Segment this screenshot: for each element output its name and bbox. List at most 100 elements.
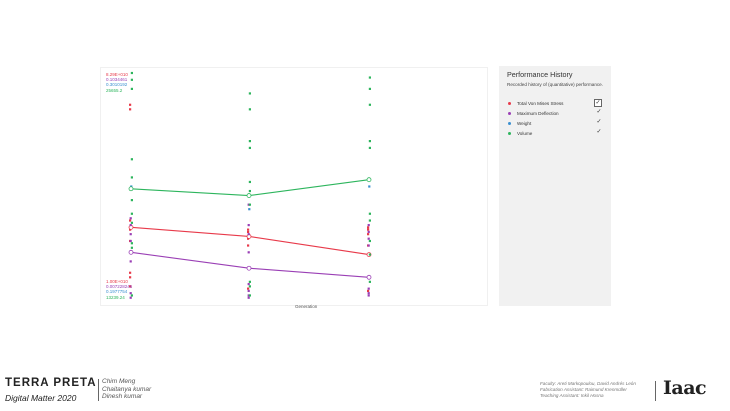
- maximum-deflection-line: [130, 251, 370, 278]
- history-subtitle: Recorded history of (quantitative) perfo…: [507, 82, 604, 87]
- legend-label: Total Von Mises Stress: [517, 100, 564, 106]
- credits-divider: [655, 381, 656, 401]
- volume-point: [368, 239, 371, 243]
- total-von-mises-stress-point: [247, 237, 250, 240]
- total-von-mises-stress-point: [247, 228, 250, 231]
- volume-point: [368, 140, 371, 143]
- brand-subtitle: Digital Matter 2020: [5, 393, 77, 403]
- maximum-deflection-point: [247, 233, 250, 236]
- volume-point: [248, 108, 251, 111]
- maximum-deflection-point: [247, 203, 250, 206]
- axis-max-label: 25655.2: [106, 87, 123, 93]
- maximum-deflection-point: [247, 223, 250, 227]
- maximum-deflection-point: [129, 233, 132, 236]
- checkbox-icon[interactable]: ✓: [594, 99, 602, 107]
- maximum-deflection-point: [367, 244, 370, 247]
- team-name: Chim Meng: [102, 378, 136, 385]
- maximum-deflection-point: [367, 294, 370, 297]
- axis-min-label: 13239.24: [106, 294, 125, 300]
- team-names: Chim Meng Chaitanya kumar Dinesh kumar: [102, 378, 151, 401]
- brand-title: TERRA PRETA: [5, 377, 97, 389]
- maximum-deflection-point: [129, 223, 132, 227]
- iaac-logo: Iaac: [663, 377, 707, 399]
- maximum-deflection-average-marker: [246, 265, 252, 271]
- total-von-mises-stress-point: [247, 230, 250, 233]
- volume-point: [130, 212, 133, 215]
- total-von-mises-stress-point: [129, 276, 132, 279]
- maximum-deflection-point: [247, 289, 250, 293]
- chart-frame: [100, 67, 488, 306]
- volume-point: [130, 199, 133, 202]
- checkbox-icon[interactable]: ✓: [596, 129, 602, 135]
- total-von-mises-stress-point: [367, 228, 370, 231]
- volume-point: [130, 246, 133, 249]
- total-von-mises-stress-point: [247, 244, 250, 247]
- volume-point: [368, 76, 371, 79]
- maximum-deflection-point: [129, 217, 132, 220]
- volume-average-marker: [128, 186, 134, 192]
- volume-color-dot: [508, 132, 511, 135]
- total-von-mises-stress-point: [367, 233, 370, 236]
- volume-point: [130, 221, 133, 224]
- credit-line: Fabrication Assistant: Raimund Krenmülle…: [540, 387, 627, 392]
- maximum-deflection-point: [247, 294, 250, 297]
- faculty-credits: Faculty: Areti Markopoulou, David Andrés…: [540, 381, 636, 399]
- legend-item-maximum-deflection[interactable]: Maximum Deflection ✓: [507, 109, 605, 118]
- volume-point: [368, 212, 371, 215]
- volume-point: [248, 180, 251, 184]
- maximum-deflection-average-marker: [128, 249, 134, 255]
- maximum-deflection-point: [129, 292, 132, 295]
- maximum-deflection-point: [247, 296, 250, 299]
- volume-point: [130, 242, 133, 245]
- stress-color-dot: [508, 102, 511, 105]
- maximum-deflection-point: [367, 292, 370, 295]
- volume-point: [248, 140, 251, 143]
- total-von-mises-stress-point: [367, 289, 370, 293]
- maximum-deflection-point: [129, 296, 132, 299]
- performance-chart: 8.29E+010 0.1034461 0.3010192 25655.2 1.00E…: [100, 67, 488, 309]
- volume-point: [130, 87, 133, 90]
- maximum-deflection-point: [367, 223, 370, 227]
- volume-point: [368, 103, 371, 106]
- total-von-mises-stress-point: [129, 271, 132, 274]
- volume-point: [248, 203, 251, 206]
- maximum-deflection-point: [367, 287, 370, 290]
- volume-point: [248, 294, 251, 297]
- volume-point: [248, 280, 251, 283]
- team-name: Dinesh kumar: [102, 393, 143, 400]
- total-von-mises-stress-point: [247, 287, 250, 290]
- maximum-deflection-point: [247, 283, 250, 286]
- axis-min-label: 1.00E+010: [106, 279, 128, 284]
- checkbox-icon[interactable]: ✓: [596, 109, 602, 115]
- checkbox-icon[interactable]: ✓: [596, 119, 602, 125]
- total-von-mises-stress-point: [129, 219, 132, 222]
- credit-line: Faculty: Areti Markopoulou, David Andrés…: [540, 381, 636, 386]
- total-von-mises-stress-line: [130, 226, 370, 256]
- total-von-mises-stress-point: [129, 103, 132, 106]
- legend-item-volume[interactable]: Volume ✓: [507, 129, 605, 138]
- history-title: Performance History: [507, 70, 573, 79]
- volume-point: [248, 285, 251, 288]
- legend-label: Weight: [517, 120, 532, 126]
- volume-point: [368, 280, 371, 283]
- maximum-deflection-point: [247, 251, 250, 254]
- axis-min-label: 0.1977754: [106, 289, 128, 295]
- weight-color-dot: [508, 122, 511, 125]
- volume-point: [130, 71, 133, 75]
- volume-point: [368, 219, 371, 222]
- maximum-deflection-average-marker: [366, 274, 372, 280]
- total-von-mises-stress-point: [129, 108, 132, 111]
- volume-point: [130, 158, 133, 161]
- maximum-deflection-point: [129, 260, 132, 263]
- maximum-deflection-point: [367, 237, 370, 240]
- credit-line: Teaching Assistant: Inkil Hosna: [540, 393, 604, 398]
- legend-item-total-von-mises-stress[interactable]: Total Von Mises Stress ✓: [507, 99, 605, 108]
- axis-max-label: 8.29E+010: [106, 72, 128, 77]
- x-axis-title: Generation: [295, 304, 318, 309]
- team-name: Chaitanya kumar: [102, 385, 152, 393]
- chart-canvas: [100, 67, 488, 306]
- volume-point: [248, 146, 251, 150]
- volume-point: [248, 92, 251, 95]
- legend-item-weight[interactable]: Weight ✓: [507, 119, 605, 128]
- axis-min-label: 0.007228246: [106, 284, 133, 290]
